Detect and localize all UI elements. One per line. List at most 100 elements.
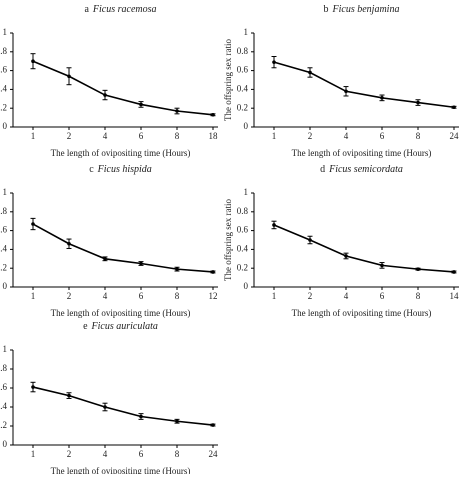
y-tick-label: 0.4 xyxy=(0,243,8,253)
point xyxy=(31,222,35,226)
x-tick-label: 2 xyxy=(308,291,313,301)
point xyxy=(139,414,143,419)
x-tick-label: 8 xyxy=(416,131,421,141)
point xyxy=(380,263,384,268)
point xyxy=(452,270,456,274)
point xyxy=(211,112,215,117)
x-tick-label: 6 xyxy=(139,131,144,141)
point xyxy=(416,267,420,271)
line xyxy=(32,386,214,426)
y-tick-label: 0.4 xyxy=(0,401,8,411)
point xyxy=(31,385,35,389)
x-tick-label: 18 xyxy=(209,131,219,141)
title-text: Ficus semicordata xyxy=(328,164,403,175)
y-tick-label: 1 xyxy=(3,344,8,354)
chart-title: d Ficus semicordata xyxy=(320,164,403,175)
y-tick-label: 0.8 xyxy=(237,46,249,56)
x-tick-label: 1 xyxy=(272,131,277,141)
point xyxy=(175,267,179,271)
point xyxy=(139,102,143,107)
y-tick-label: 0.6 xyxy=(237,225,249,235)
title-text: Ficus benjamina xyxy=(332,4,400,15)
x-tick-label: 2 xyxy=(67,449,72,459)
panel-label: d xyxy=(320,164,325,175)
point xyxy=(103,93,107,97)
y-tick-label: 0 xyxy=(3,121,8,131)
panel-label: a xyxy=(84,4,89,15)
y-tick-label: 0.2 xyxy=(237,262,248,272)
point xyxy=(67,393,71,398)
x-tick-label: 2 xyxy=(67,131,72,141)
x-tick-label: 8 xyxy=(175,131,180,141)
chart-title: a Ficus racemosa xyxy=(84,4,156,15)
x-tick-label: 8 xyxy=(416,291,421,301)
x-tick-label: 2 xyxy=(308,131,313,141)
y-tick-label: 0.2 xyxy=(0,420,7,430)
point xyxy=(103,257,107,261)
y-tick-label: 0 xyxy=(244,121,249,131)
y-tick-label: 0.4 xyxy=(0,83,8,93)
y-tick-label: 0.6 xyxy=(237,65,249,75)
y-tick-label: 0.2 xyxy=(0,262,7,272)
line xyxy=(32,223,214,273)
point xyxy=(344,254,348,258)
panel-label: e xyxy=(83,321,88,332)
x-axis-label: The length of ovipositing time (Hours) xyxy=(51,308,191,318)
y-tick-label: 0.8 xyxy=(0,46,8,56)
point xyxy=(31,59,35,63)
point xyxy=(211,270,215,274)
x-tick-label: 1 xyxy=(272,291,277,301)
chart-title: c Ficus hispida xyxy=(89,164,152,175)
y-axis-label: The offspring sex ratio xyxy=(223,198,233,281)
title-text: Ficus auriculata xyxy=(91,321,158,332)
x-tick-label: 14 xyxy=(450,291,460,301)
x-tick-label: 4 xyxy=(344,131,349,141)
x-tick-label: 1 xyxy=(31,291,36,301)
y-tick-label: 0 xyxy=(3,439,8,449)
line xyxy=(273,61,455,109)
point xyxy=(380,96,384,100)
line xyxy=(32,60,214,116)
y-tick-label: 1 xyxy=(244,187,249,197)
point xyxy=(308,70,312,75)
point xyxy=(211,423,215,427)
title-text: Ficus racemosa xyxy=(92,4,157,15)
x-tick-label: 8 xyxy=(175,291,180,301)
y-axis-label: The offspring sex ratio xyxy=(223,38,233,121)
panel-label: b xyxy=(324,4,329,15)
y-tick-label: 0.2 xyxy=(0,102,7,112)
point xyxy=(416,100,420,105)
x-tick-label: 6 xyxy=(139,449,144,459)
x-axis-label: The length of ovipositing time (Hours) xyxy=(292,308,432,318)
y-tick-label: 0.4 xyxy=(237,83,249,93)
point xyxy=(139,261,143,266)
y-tick-label: 0 xyxy=(3,281,8,291)
title-text: Ficus hispida xyxy=(97,164,152,175)
x-axis-label: The length of ovipositing time (Hours) xyxy=(292,148,432,158)
x-tick-label: 12 xyxy=(209,291,218,301)
y-tick-label: 1 xyxy=(3,187,8,197)
point xyxy=(175,419,179,424)
y-tick-label: 0.6 xyxy=(0,382,8,392)
point xyxy=(103,405,107,409)
y-tick-label: 0.6 xyxy=(0,65,8,75)
y-tick-label: 0.6 xyxy=(0,225,8,235)
x-tick-label: 4 xyxy=(344,291,349,301)
x-tick-label: 24 xyxy=(209,449,219,459)
chart-title: b Ficus benjamina xyxy=(324,4,400,15)
x-tick-label: 8 xyxy=(175,449,180,459)
y-tick-label: 0.2 xyxy=(237,102,248,112)
x-tick-label: 6 xyxy=(380,131,385,141)
x-tick-label: 6 xyxy=(139,291,144,301)
x-tick-label: 4 xyxy=(103,131,108,141)
point xyxy=(452,105,456,110)
y-tick-label: 0 xyxy=(244,281,249,291)
point xyxy=(175,109,179,113)
line xyxy=(273,224,455,273)
x-tick-label: 2 xyxy=(67,291,72,301)
y-tick-label: 0.4 xyxy=(237,243,249,253)
x-tick-label: 6 xyxy=(380,291,385,301)
x-axis-label: The length of ovipositing time (Hours) xyxy=(51,466,191,474)
point xyxy=(308,238,312,242)
